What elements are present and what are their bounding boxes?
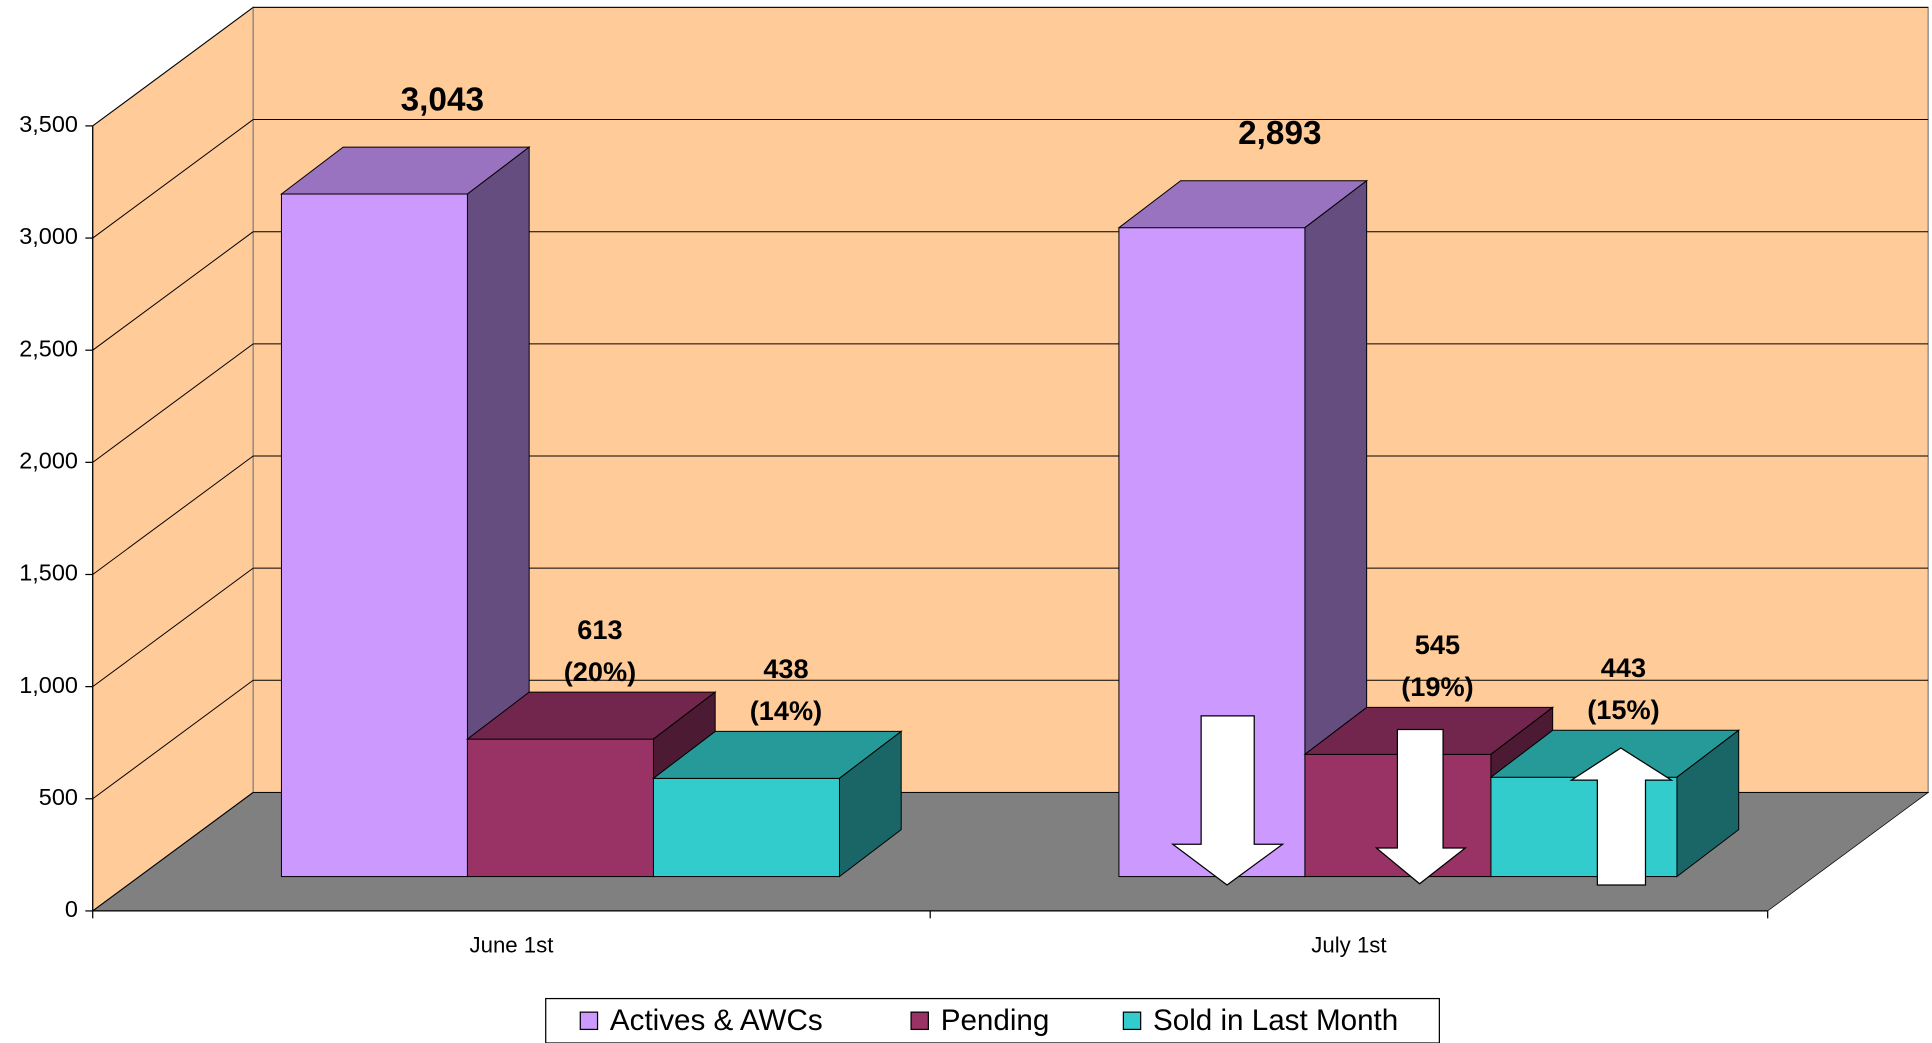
y-tick-label: 2,500 [19, 335, 78, 361]
grid-line [92, 455, 254, 575]
grid-line [92, 343, 254, 463]
legend-swatch [910, 1011, 929, 1031]
grid-line [92, 567, 254, 688]
grid-line [92, 231, 254, 351]
y-tick-label: 1,000 [19, 672, 78, 698]
legend-box [545, 997, 1440, 1043]
x-tick-label: June 1st [469, 933, 553, 958]
value-label: 438 [763, 653, 808, 684]
legend-label: Pending [941, 1004, 1050, 1037]
value-label: (19%) [1401, 671, 1473, 702]
legend-label: Actives & AWCs [610, 1004, 823, 1037]
value-label: 2,893 [1238, 115, 1321, 152]
value-label: 443 [1601, 652, 1646, 683]
bar-front [280, 193, 468, 878]
y-tick-label: 1,500 [19, 560, 78, 586]
back-wall [252, 6, 1929, 794]
legend-swatch [1122, 1011, 1142, 1031]
down-arrow [1374, 728, 1468, 885]
up-arrow [1569, 747, 1674, 886]
bar-front [652, 777, 840, 878]
y-tick-label: 500 [39, 784, 78, 810]
value-label: 3,043 [401, 81, 484, 118]
grid-line [92, 679, 254, 800]
grid-line [92, 119, 254, 239]
x-tick-label: July 1st [1311, 933, 1386, 958]
bar-front [1490, 776, 1678, 878]
grid-line [92, 7, 254, 127]
value-label: 613 [577, 614, 622, 645]
bar-side [838, 730, 902, 878]
side-wall [92, 6, 254, 913]
value-label: (20%) [564, 656, 636, 687]
value-label: 545 [1415, 629, 1460, 660]
y-tick-label: 2,000 [19, 448, 78, 474]
grid-line [92, 792, 254, 912]
bar-side [1676, 729, 1740, 878]
legend-label: Sold in Last Month [1153, 1004, 1398, 1037]
legend-swatch [579, 1011, 599, 1031]
value-label: (15%) [1587, 694, 1659, 725]
y-tick-label: 0 [65, 896, 78, 922]
y-tick-label: 3,000 [19, 223, 78, 249]
down-arrow [1170, 715, 1285, 886]
y-tick-label: 3,500 [19, 111, 78, 137]
bar-front [466, 738, 654, 878]
value-label: (14%) [750, 695, 822, 726]
